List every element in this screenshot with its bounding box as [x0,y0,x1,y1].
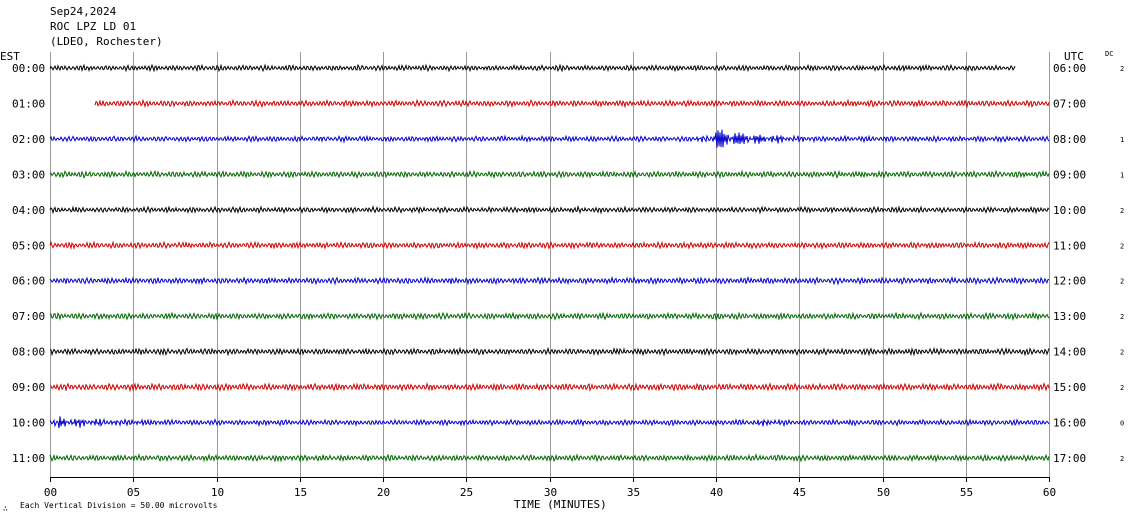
est-row-label: 01:00 [12,97,45,110]
est-row-label: 04:00 [12,204,45,217]
x-axis-title: TIME (MINUTES) [514,498,607,511]
dc-value: 2 [1120,455,1124,463]
trace-0800 [49,346,1050,357]
x-tick-label: 10 [211,486,224,499]
utc-row-label: 12:00 [1053,275,1086,288]
utc-row-label: 09:00 [1053,168,1086,181]
x-tick-label: 40 [710,486,723,499]
est-row-label: 00:00 [12,62,45,75]
dc-value: 1 [1120,136,1124,144]
trace-1000 [49,416,1050,429]
header-network: (LDEO, Rochester) [50,35,163,48]
est-row-label: 02:00 [12,133,45,146]
trace-rows [49,63,1050,463]
utc-row-label: 15:00 [1053,381,1086,394]
x-tick-label: 50 [877,486,890,499]
est-row-label: 05:00 [12,239,45,252]
utc-row-label: 13:00 [1053,310,1086,323]
trace-0700 [49,311,1050,322]
dc-value: 2 [1120,242,1124,250]
x-tick-label: 00 [44,486,57,499]
trace-0500 [49,240,1050,251]
x-tick-label: 35 [627,486,640,499]
trace-0400 [49,205,1050,215]
x-tick-label: 05 [127,486,140,499]
trace-0200 [49,129,1050,148]
trace-0300 [49,169,1050,180]
footer-symbol: ∴ [3,504,8,513]
trace-0900 [49,381,1050,393]
est-row-label: 10:00 [12,417,45,430]
dc-value: 2 [1120,65,1124,73]
dc-value: 2 [1120,384,1124,392]
est-row-label: 08:00 [12,346,45,359]
left-timezone-label: EST [0,50,20,63]
x-axis: 00 05 10 15 20 25 30 35 40 45 50 55 60 [44,477,1056,499]
right-timezone-label: UTC [1064,50,1084,63]
grid-lines [50,52,1050,477]
utc-row-label: 17:00 [1053,452,1086,465]
est-row-label: 11:00 [12,452,45,465]
dc-value: 2 [1120,313,1124,321]
est-row-label: 07:00 [12,310,45,323]
utc-row-label: 08:00 [1053,133,1086,146]
dc-value: 1 [1120,171,1124,179]
utc-row-label: 16:00 [1053,417,1086,430]
dc-value: 2 [1120,278,1124,286]
scale-note: Each Vertical Division = 50.00 microvolt… [20,501,218,510]
dc-value: 2 [1120,349,1124,357]
x-tick-label: 55 [960,486,973,499]
utc-row-label: 06:00 [1053,62,1086,75]
x-tick-label: 15 [294,486,307,499]
x-tick-label: 30 [544,486,557,499]
utc-row-label: 10:00 [1053,204,1086,217]
est-row-label: 06:00 [12,275,45,288]
est-row-label: 03:00 [12,168,45,181]
x-tick-label: 20 [377,486,390,499]
dc-value: 2 [1120,207,1124,215]
est-row-label: 09:00 [12,381,45,394]
x-tick-label: 25 [460,486,473,499]
dc-value: 0 [1120,420,1124,428]
trace-0100 [94,98,1050,109]
trace-1100 [49,453,1050,463]
header-date: Sep24,2024 [50,5,117,18]
trace-0000 [49,63,1016,73]
utc-row-label: 11:00 [1053,239,1086,252]
utc-row-label: 07:00 [1053,97,1086,110]
x-tick-label: 45 [793,486,806,499]
row-labels: 00:00 06:00 2 01:00 07:00 02:00 08:00 1 03:00 09:… [12,62,1124,465]
dc-header-label: DC [1105,50,1113,58]
header-station: ROC LPZ LD 01 [50,20,136,33]
utc-row-label: 14:00 [1053,346,1086,359]
x-tick-label: 60 [1043,486,1056,499]
trace-0600 [49,275,1050,286]
